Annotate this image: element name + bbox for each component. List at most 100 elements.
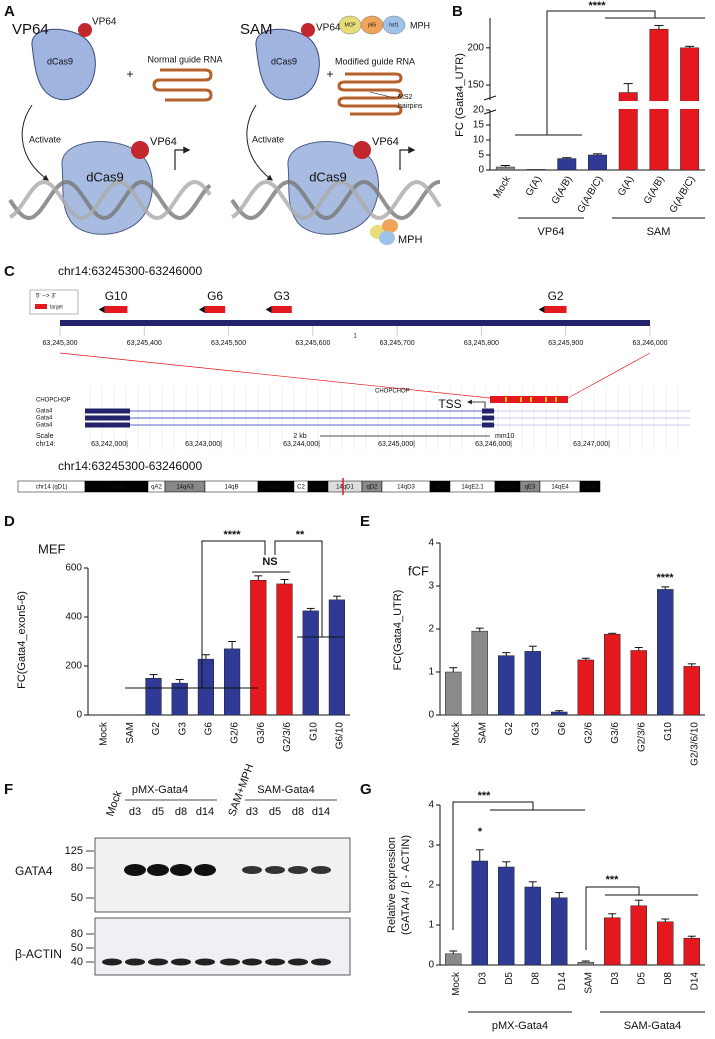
x-tick-label: G3	[530, 722, 541, 736]
band	[242, 958, 262, 966]
chopchop-hit	[555, 397, 557, 402]
significance: *	[478, 826, 483, 838]
x-tick-label: G10	[308, 722, 319, 741]
guide-label: G10	[105, 289, 128, 303]
guide-label: G3	[274, 289, 290, 303]
significance: NS	[262, 556, 277, 568]
diagram-label: Modified guide RNA	[335, 56, 415, 66]
diagram-label: SAM	[240, 21, 273, 38]
diagram-label: +	[126, 67, 133, 81]
vp64-domain	[353, 141, 371, 159]
bar	[197, 658, 215, 716]
panel-label: C	[4, 263, 15, 280]
mph-complex	[382, 219, 398, 233]
x-tick-label: 63,245,300	[42, 340, 77, 347]
guide-arrow	[98, 306, 105, 313]
x-tick-label: G(A/B)	[550, 174, 575, 206]
x-tick-label: D8	[530, 972, 541, 985]
mph-complex	[379, 231, 395, 245]
bar	[471, 630, 488, 716]
chopchop-hit	[505, 397, 507, 402]
legend-label: target	[50, 304, 63, 310]
x-tick-label: G2/6	[230, 722, 241, 744]
significance: ****	[588, 0, 606, 12]
y-tick-label: 2	[428, 624, 434, 635]
dna-strand	[9, 179, 212, 221]
zoom-line	[567, 352, 651, 399]
bar	[526, 169, 546, 171]
diagram-label: VP64	[92, 17, 117, 28]
y-tick-label: 0	[478, 165, 484, 176]
y-tick-label: 0	[428, 960, 434, 971]
bar	[557, 158, 577, 171]
significance-bracket	[201, 540, 266, 688]
bar	[445, 953, 462, 966]
group-label: VP64	[538, 226, 565, 238]
hsf1-domain	[382, 15, 406, 35]
panel-label: A	[4, 3, 15, 20]
y-axis-label: (GATA4 / β - ACTIN)	[400, 835, 412, 935]
x-tick-label: 63,245,800	[464, 340, 499, 347]
band	[102, 958, 122, 966]
bar	[577, 961, 594, 966]
chart-title: fCF	[408, 563, 429, 578]
x-tick-label: 63,245,500	[211, 340, 246, 347]
gene-exon	[482, 408, 494, 414]
x-tick-label: 63,245,400	[127, 340, 162, 347]
band	[148, 958, 168, 966]
chart-title: MEF	[38, 541, 66, 556]
guide-rna	[152, 68, 213, 102]
zoom-line	[59, 352, 491, 399]
significance: ***	[606, 874, 620, 886]
diagram-label: Activate	[29, 134, 61, 144]
y-tick-label: 4	[428, 538, 434, 549]
guide-label: G2	[548, 289, 564, 303]
x-tick-label: 63,245,600	[295, 340, 330, 347]
band	[265, 866, 285, 874]
guide	[544, 306, 567, 313]
x-tick-label: G3/6	[256, 722, 267, 744]
group-label: pMX-Gata4	[492, 1020, 548, 1032]
y-tick-label: 400	[65, 612, 82, 623]
x-tick-label: SAM	[477, 722, 488, 744]
ideogram-label: C2	[297, 485, 305, 491]
group-label: SAM-Gata4	[624, 1020, 681, 1032]
activate-arrow	[21, 104, 49, 181]
band	[195, 958, 215, 966]
y-tick-label: 3	[428, 840, 434, 851]
bar	[495, 166, 515, 171]
band	[124, 864, 146, 876]
blot-label: d5	[152, 806, 164, 818]
band	[265, 958, 285, 966]
chopchop-hit	[520, 397, 522, 402]
blot-actin	[94, 917, 351, 976]
bar	[445, 671, 462, 716]
diagram-label: MPH	[410, 20, 430, 30]
dcas9	[255, 28, 320, 101]
bar	[604, 633, 621, 716]
track-text: 1	[353, 334, 357, 340]
blot-label: GATA4	[15, 864, 53, 878]
blot-label: d14	[312, 806, 330, 818]
x-tick-label: Mock	[492, 173, 514, 200]
band	[147, 864, 169, 876]
axis-break-gap	[618, 101, 639, 109]
tss-arrow	[399, 146, 416, 170]
ideogram-label: qA2	[151, 485, 162, 491]
y-tick-label: 20	[473, 105, 485, 116]
y-tick-label: 200	[65, 661, 82, 672]
diagram-label: VP64	[316, 23, 341, 34]
x-tick-label: G2/3/6/10	[689, 722, 700, 766]
track-text: 63,242,000|	[91, 441, 128, 448]
y-axis-label: FC (Gata4_UTR)	[454, 53, 466, 137]
track-text: CHOPCHOP	[375, 389, 410, 395]
bar	[551, 897, 568, 966]
blot-label: β-ACTIN	[15, 947, 62, 961]
panel-a-shapes	[21, 15, 416, 245]
band	[170, 864, 192, 876]
guide	[104, 306, 128, 313]
ideogram-label: 14qE2.1	[461, 485, 484, 491]
bar	[551, 711, 568, 716]
